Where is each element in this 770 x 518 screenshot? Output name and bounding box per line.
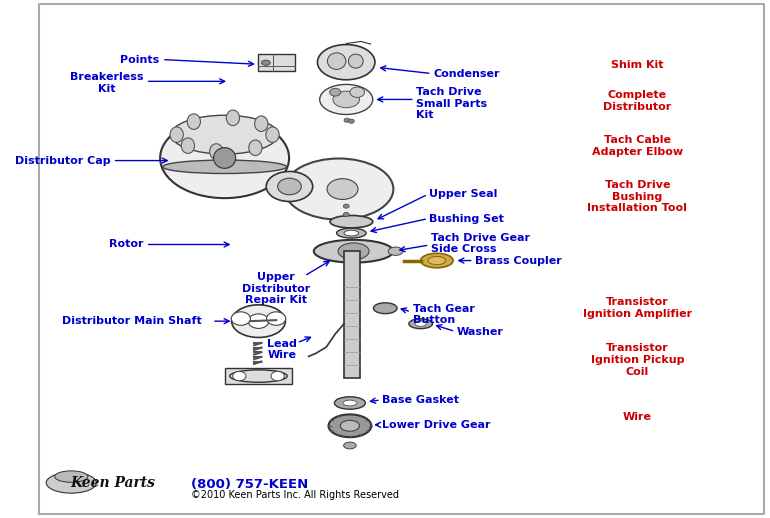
Ellipse shape xyxy=(343,400,357,406)
Ellipse shape xyxy=(334,397,366,409)
Text: Rotor: Rotor xyxy=(109,239,143,250)
Ellipse shape xyxy=(226,110,239,126)
Circle shape xyxy=(231,312,250,325)
Ellipse shape xyxy=(343,442,357,449)
Ellipse shape xyxy=(181,138,195,153)
Ellipse shape xyxy=(329,414,371,437)
Ellipse shape xyxy=(213,148,236,168)
Text: Lower Drive Gear: Lower Drive Gear xyxy=(383,420,490,430)
Ellipse shape xyxy=(209,143,223,159)
Ellipse shape xyxy=(262,60,270,65)
Ellipse shape xyxy=(284,159,393,220)
Text: Upper
Distributor
Repair Kit: Upper Distributor Repair Kit xyxy=(242,272,310,305)
Circle shape xyxy=(248,314,269,328)
Circle shape xyxy=(348,119,354,123)
Ellipse shape xyxy=(249,140,262,155)
Text: Tach Drive
Small Parts
Kit: Tach Drive Small Parts Kit xyxy=(417,87,487,120)
Ellipse shape xyxy=(330,89,340,96)
Ellipse shape xyxy=(336,228,366,238)
Text: Lead
Wire: Lead Wire xyxy=(267,339,297,361)
Ellipse shape xyxy=(55,471,88,482)
Text: Washer: Washer xyxy=(457,326,504,337)
Text: Tach Drive Gear
Side Cross: Tach Drive Gear Side Cross xyxy=(431,233,530,254)
Ellipse shape xyxy=(160,118,289,198)
Text: Base Gasket: Base Gasket xyxy=(383,395,460,405)
Circle shape xyxy=(343,212,349,217)
Ellipse shape xyxy=(229,370,287,382)
Ellipse shape xyxy=(266,127,280,142)
Text: ©2010 Keen Parts Inc. All Rights Reserved: ©2010 Keen Parts Inc. All Rights Reserve… xyxy=(192,490,400,500)
Text: Brass Coupler: Brass Coupler xyxy=(475,255,562,266)
Ellipse shape xyxy=(327,179,358,199)
Bar xyxy=(225,368,293,384)
Text: Upper Seal: Upper Seal xyxy=(430,189,498,199)
Ellipse shape xyxy=(344,230,359,236)
Circle shape xyxy=(233,371,246,381)
Text: Transistor
Ignition Amplifier: Transistor Ignition Amplifier xyxy=(583,297,692,319)
Bar xyxy=(258,54,295,71)
Text: Transistor
Ignition Pickup
Coil: Transistor Ignition Pickup Coil xyxy=(591,343,684,377)
Text: Complete
Distributor: Complete Distributor xyxy=(603,90,671,112)
Ellipse shape xyxy=(314,240,393,263)
Text: Bushing Set: Bushing Set xyxy=(430,213,504,224)
Ellipse shape xyxy=(348,54,363,68)
Circle shape xyxy=(343,204,349,208)
Ellipse shape xyxy=(320,84,373,114)
Text: Wire: Wire xyxy=(623,412,652,422)
Ellipse shape xyxy=(327,53,346,69)
Ellipse shape xyxy=(232,305,286,338)
Ellipse shape xyxy=(170,127,183,142)
Ellipse shape xyxy=(340,421,360,431)
Ellipse shape xyxy=(350,87,365,97)
Text: Breakerless
Kit: Breakerless Kit xyxy=(70,72,143,94)
Ellipse shape xyxy=(333,91,360,108)
Text: Distributor Main Shaft: Distributor Main Shaft xyxy=(62,316,203,326)
Ellipse shape xyxy=(388,247,403,255)
Ellipse shape xyxy=(255,116,268,132)
Text: Condenser: Condenser xyxy=(434,68,500,79)
Ellipse shape xyxy=(162,160,286,174)
Circle shape xyxy=(344,118,350,122)
Ellipse shape xyxy=(266,171,313,202)
Text: (800) 757-KEEN: (800) 757-KEEN xyxy=(192,478,309,491)
Ellipse shape xyxy=(415,321,426,326)
Ellipse shape xyxy=(46,472,96,493)
Ellipse shape xyxy=(420,253,453,268)
Ellipse shape xyxy=(171,116,278,154)
Ellipse shape xyxy=(330,215,373,228)
Ellipse shape xyxy=(428,256,446,265)
Text: Keen Parts: Keen Parts xyxy=(70,476,155,490)
Circle shape xyxy=(271,371,284,381)
Ellipse shape xyxy=(338,243,369,260)
Ellipse shape xyxy=(317,45,375,80)
Circle shape xyxy=(266,312,286,325)
Bar xyxy=(344,251,360,378)
Text: Points: Points xyxy=(120,54,159,65)
Ellipse shape xyxy=(373,303,397,314)
Text: Tach Gear
Button: Tach Gear Button xyxy=(413,304,474,325)
Text: Distributor Cap: Distributor Cap xyxy=(15,155,110,166)
Ellipse shape xyxy=(278,178,301,195)
Text: Shim Kit: Shim Kit xyxy=(611,60,664,70)
Text: Tach Cable
Adapter Elbow: Tach Cable Adapter Elbow xyxy=(592,135,683,157)
Ellipse shape xyxy=(409,319,433,329)
Ellipse shape xyxy=(187,114,200,130)
Text: Tach Drive
Bushing
Installation Tool: Tach Drive Bushing Installation Tool xyxy=(588,180,688,213)
